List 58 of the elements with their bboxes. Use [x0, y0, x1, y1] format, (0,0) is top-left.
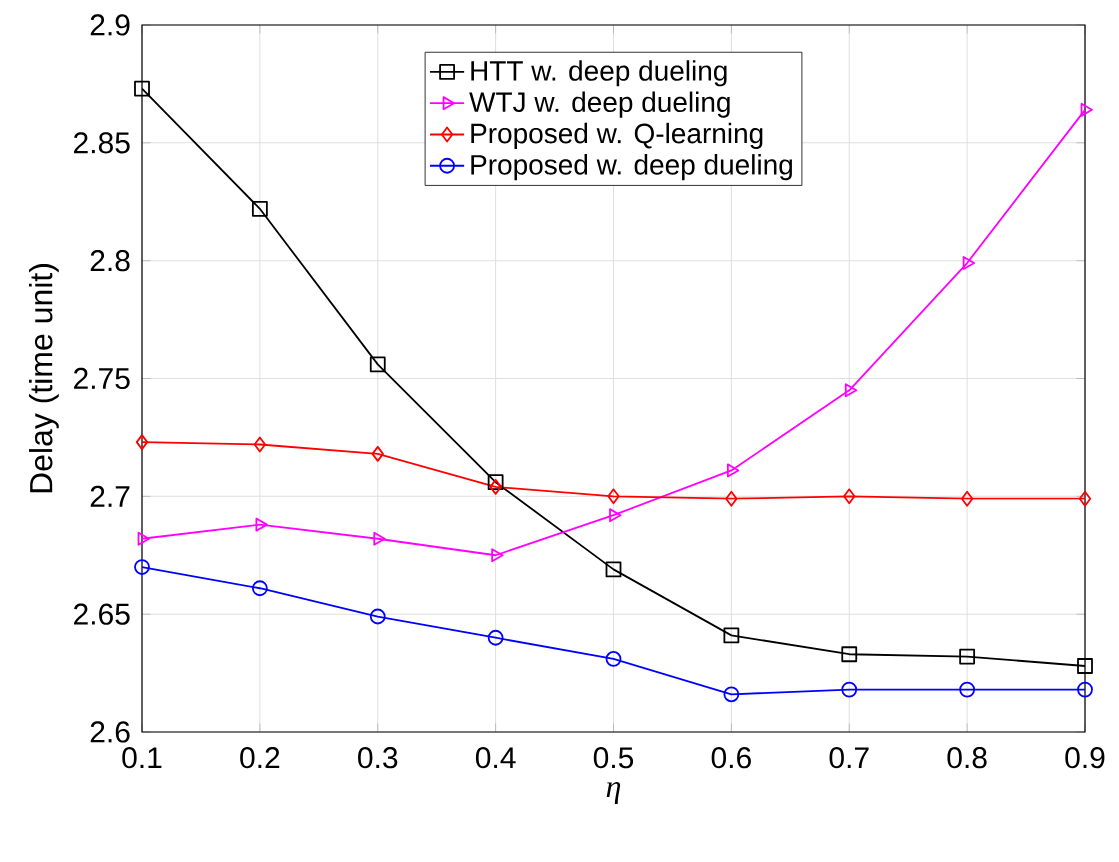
x-tick-label: 0.6	[711, 747, 751, 769]
point	[135, 434, 149, 451]
point	[369, 608, 386, 625]
x-tick-label: 0.1	[122, 747, 162, 769]
point	[251, 200, 268, 217]
point	[371, 446, 384, 462]
x-tick-label: 0.2	[240, 747, 280, 769]
point	[1080, 102, 1093, 117]
point	[607, 488, 620, 505]
x-tick-label: 0.8	[947, 747, 987, 769]
point	[841, 646, 858, 663]
point	[255, 517, 268, 532]
point	[1077, 658, 1093, 674]
point	[609, 508, 622, 523]
point	[605, 651, 622, 667]
point	[725, 490, 738, 507]
y-tick-label: 2.75	[74, 367, 130, 390]
x-tick-label: 0.7	[829, 747, 869, 769]
y-tick-label: 2.85	[74, 132, 130, 154]
point	[487, 629, 504, 646]
point	[134, 559, 150, 575]
point	[723, 627, 740, 644]
point	[1078, 490, 1092, 507]
x-tick-label: 0.5	[593, 747, 634, 769]
point	[723, 686, 740, 703]
legend-label: WTJ w. deep dueling	[469, 91, 730, 118]
point	[251, 580, 268, 597]
point	[841, 681, 858, 698]
y-axis-title: Delay (time unit)	[28, 264, 59, 493]
y-tick-label: 2.65	[74, 603, 130, 625]
point	[369, 356, 386, 373]
x-tick-label: 0.3	[358, 747, 398, 769]
point	[959, 648, 976, 665]
legend-label: HTT w. deep dueling	[471, 60, 727, 87]
point	[843, 488, 856, 505]
point	[491, 548, 504, 563]
y-tick-label: 2.9	[90, 14, 130, 36]
x-tick-label: 0.9	[1065, 747, 1105, 769]
point	[605, 561, 622, 578]
x-axis-title: η	[606, 782, 621, 804]
legend-label: Proposed w. Q-learning	[471, 122, 763, 149]
point	[137, 531, 150, 546]
point	[373, 531, 386, 546]
point	[962, 256, 976, 270]
point	[487, 474, 504, 491]
point	[489, 479, 502, 495]
point	[960, 490, 974, 507]
y-tick-label: 2.8	[90, 250, 130, 272]
legend-label: Proposed w. deep dueling	[471, 154, 792, 181]
y-tick-label: 2.7	[90, 485, 130, 507]
point	[726, 463, 740, 478]
point	[959, 681, 976, 698]
x-tick-label: 0.4	[475, 747, 516, 769]
point	[844, 383, 858, 398]
y-tick-label: 2.6	[90, 721, 130, 743]
point	[1077, 681, 1093, 698]
point	[134, 80, 150, 97]
point	[253, 436, 267, 453]
